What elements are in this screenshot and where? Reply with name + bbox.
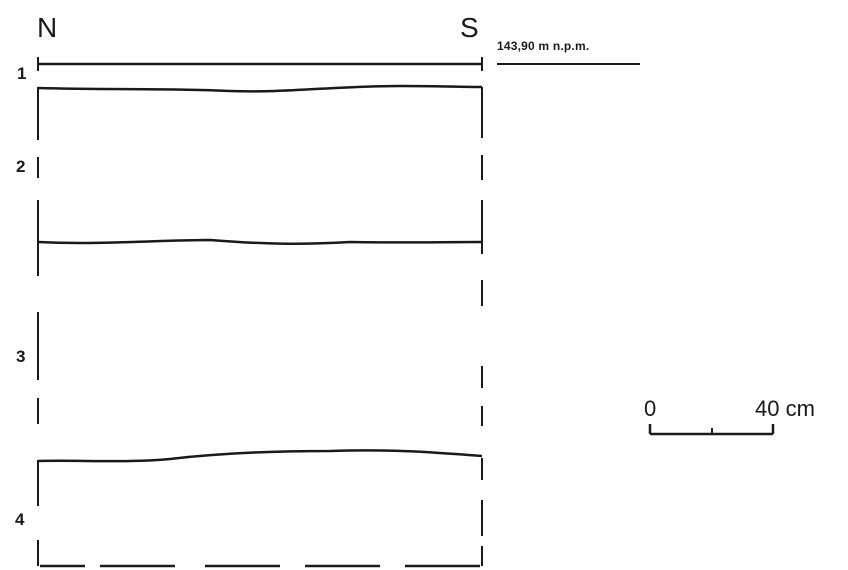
layer-label-4: 4 <box>15 510 25 529</box>
elevation-label: 143,90 m n.p.m. <box>497 39 590 53</box>
layer-boundary-2-3 <box>37 238 483 245</box>
south-label: S <box>460 12 479 43</box>
north-label: N <box>37 12 58 43</box>
layer-label-2: 2 <box>16 157 26 176</box>
scale-start-label: 0 <box>644 396 657 421</box>
layer-label-1: 1 <box>17 64 27 83</box>
layer-label-3: 3 <box>16 347 26 366</box>
layer-boundary-1-2 <box>37 84 483 93</box>
scale-bar <box>648 424 775 436</box>
layer-boundary-3-4 <box>37 449 483 463</box>
scale-end-label: 40 cm <box>755 396 815 421</box>
